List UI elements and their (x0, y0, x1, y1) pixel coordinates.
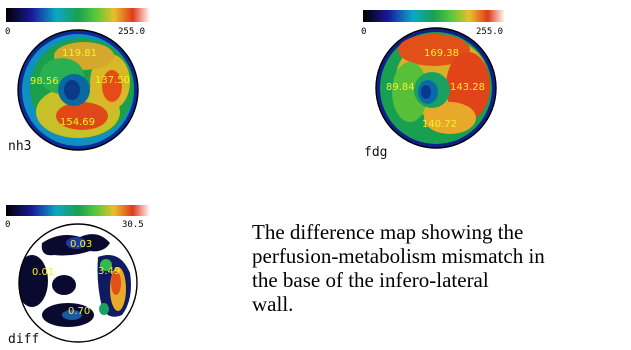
value-right: 143.28 (450, 82, 485, 93)
value-right: 137.50 (95, 75, 130, 86)
colorbar (363, 10, 505, 22)
polar-map-panel-fdg: 0 255.0 169.38 89.84 143.28 140.72 fdg (358, 6, 510, 166)
value-left: 98.56 (30, 76, 59, 87)
scale-max-label: 255.0 (118, 27, 145, 37)
scale-min-label: 0 (5, 220, 10, 230)
value-bottom: 140.72 (422, 119, 457, 130)
value-left: 0.01 (32, 267, 54, 278)
map-name-label: diff (8, 332, 39, 347)
value-bottom: 0.70 (68, 306, 90, 317)
value-right: 3.49 (98, 266, 120, 277)
map-name-label: nh3 (8, 139, 31, 154)
value-top: 0.03 (70, 239, 92, 250)
value-left: 89.84 (386, 82, 415, 93)
value-top: 119.81 (62, 48, 97, 59)
caption-line: wall. (252, 292, 294, 316)
scale-max-label: 255.0 (476, 27, 503, 37)
scale-max-label: 30.5 (122, 220, 144, 230)
scale-min-label: 0 (361, 27, 366, 37)
caption-line: The difference map showing the (252, 220, 524, 244)
polar-map-panel-nh3: 0 255.0 119.81 98.56 137.50 154.69 nh3 (2, 4, 154, 159)
colorbar (6, 205, 150, 216)
polar-map-panel-diff: 0 30.5 0.03 0.01 3.49 0.70 diff (2, 203, 154, 350)
polar-map-nh3: 0 255.0 119.81 98.56 137.50 154.69 nh3 (5, 8, 150, 154)
value-bottom: 154.69 (60, 117, 95, 128)
caption-line: perfusion-metabolism mismatch in (252, 244, 545, 268)
colorbar (6, 8, 150, 22)
map-name-label: fdg (364, 145, 387, 160)
value-top: 169.38 (424, 48, 459, 59)
scale-min-label: 0 (5, 27, 10, 37)
polar-map-diff: 0 30.5 0.03 0.01 3.49 0.70 diff (5, 205, 150, 347)
caption: The difference map showing the perfusion… (252, 220, 627, 316)
polar-map-fdg: 0 255.0 169.38 89.84 143.28 140.72 fdg (361, 10, 505, 160)
caption-line: the base of the infero-lateral (252, 268, 489, 292)
